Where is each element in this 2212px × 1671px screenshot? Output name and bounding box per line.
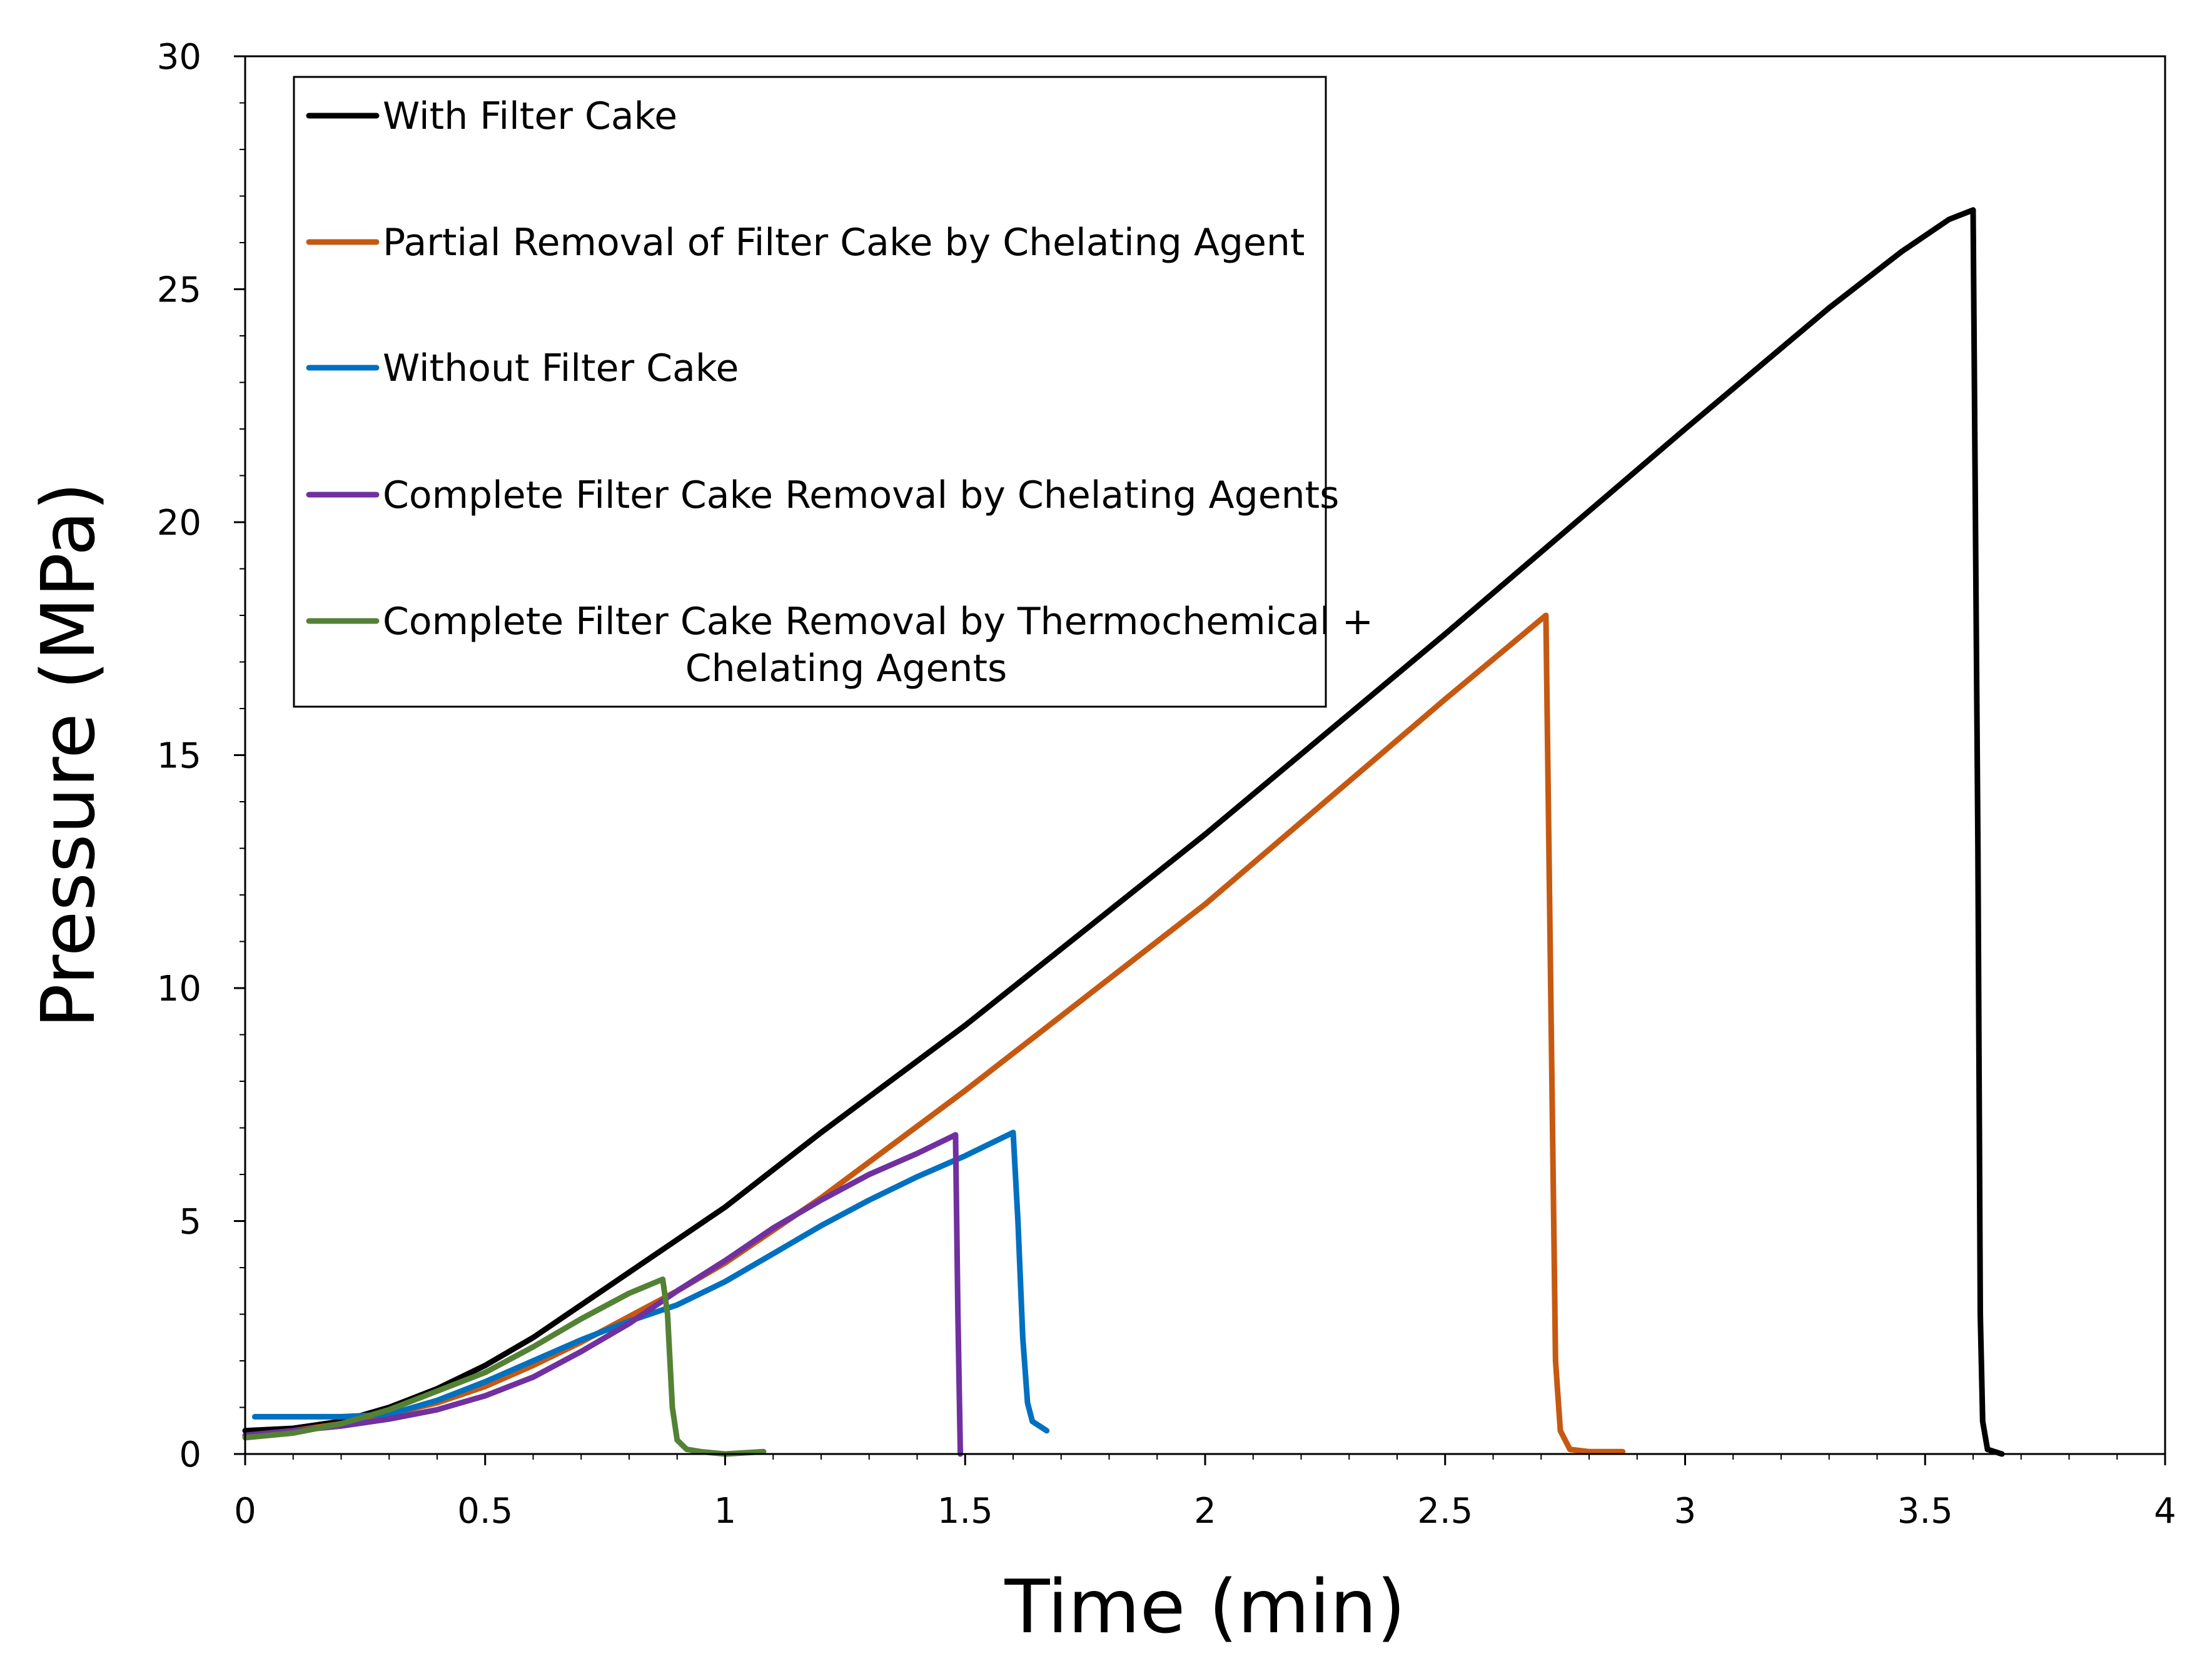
legend: With Filter Cake Partial Removal of Filte… [293,76,1373,708]
y-tick-label: 15 [157,736,201,777]
legend-label-4: Complete Filter Cake Removal by Chelatin… [383,473,1339,517]
x-tick-label: 3 [1674,1491,1697,1532]
x-tick-label: 1 [714,1491,737,1532]
x-tick-label: 2 [1194,1491,1216,1532]
legend-box [293,76,1327,708]
y-axis-title: Pressure (MPa) [25,482,111,1028]
x-tick-label: 0 [234,1491,256,1532]
series-layer [242,207,2005,1457]
series-line-5 [242,1276,767,1457]
legend-label-2: Partial Removal of Filter Cake by Chelat… [383,221,1305,265]
legend-label-3: Without Filter Cake [383,346,739,390]
y-tick-label: 25 [157,270,201,311]
x-tick-label: 4 [2154,1491,2176,1532]
legend-label-5: Chelating Agents [685,647,1008,690]
y-tick-label: 0 [179,1435,201,1475]
x-axis-title: Time (min) [1004,1563,1406,1650]
series-line-4 [242,1132,964,1457]
y-tick-label: 10 [157,969,201,1009]
legend-label-5: Complete Filter Cake Removal by Thermoch… [383,600,1373,644]
x-tick-label: 2.5 [1417,1491,1473,1532]
y-tick-label: 30 [157,37,201,78]
legend-label-1: With Filter Cake [383,94,677,138]
y-tick-label: 5 [179,1202,201,1243]
y-tick-label: 20 [157,503,201,543]
x-tick-label: 1.5 [937,1491,993,1532]
x-tick-label: 3.5 [1897,1491,1953,1532]
series-line-3 [251,1129,1050,1434]
x-tick-label: 0.5 [457,1491,513,1532]
axes-layer: 0 0.5 1 1.5 2 2.5 3 3.5 4 0 5 10 15 20 25 30 Time (min) P… [25,37,2176,1650]
